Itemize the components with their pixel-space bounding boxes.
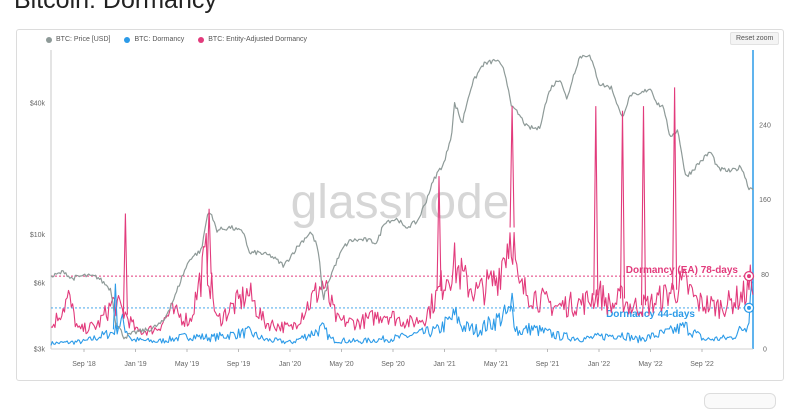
y-left-tick-label-3: $40k — [30, 101, 46, 108]
axis-ticks: Sep '18 Jan '19 May '19 Sep '19 Jan '20 May '… — [30, 101, 771, 368]
x-tick-label-9: Sep '21 — [536, 361, 560, 368]
y-right-tick-label-3: 240 — [759, 122, 771, 129]
legend-dot-price — [46, 36, 52, 43]
y-left-tick-label-2: $10k — [30, 232, 46, 239]
legend-dot-ea-dormancy — [198, 36, 205, 43]
spike-5 — [619, 110, 626, 299]
spike-4 — [593, 106, 599, 296]
chart-legend: BTC: Price [USD] BTC: Dormancy BTC: Enti… — [46, 36, 307, 43]
legend-item-dormancy[interactable]: BTC: Dormancy — [124, 36, 184, 43]
reset-zoom-button[interactable]: Reset zoom — [730, 32, 780, 45]
legend-item-price[interactable]: BTC: Price [USD] — [46, 36, 110, 43]
series-layer — [50, 54, 754, 346]
x-tick-label-6: Sep '20 — [381, 361, 405, 368]
watermark: glassnode — [291, 176, 510, 229]
x-tick-label-0: Sep '18 — [72, 361, 96, 368]
reference-label-1: Dormancy 44-days — [606, 309, 695, 320]
spike-8 — [112, 283, 118, 330]
y-left-tick-label-0: $3k — [34, 347, 46, 354]
y-right-tick-label-0: 0 — [763, 347, 767, 354]
legend-dot-dormancy — [124, 36, 131, 43]
x-tick-label-4: Jan '20 — [279, 361, 301, 368]
x-tick-label-2: May '19 — [175, 361, 199, 368]
page-title: Bitcoin: Dormancy — [14, 0, 217, 14]
spike-0 — [122, 213, 128, 315]
end-marker-dot-0 — [747, 274, 751, 279]
spike-7 — [672, 87, 678, 290]
spike-2 — [436, 176, 442, 292]
x-tick-label-8: May '21 — [484, 361, 508, 368]
legend-label-price: BTC: Price [USD] — [56, 36, 111, 43]
end-marker-dot-1 — [747, 305, 751, 310]
x-tick-label-5: May '20 — [329, 361, 353, 368]
legend-label-ea-dormancy: BTC: Entity-Adjusted Dormancy — [208, 36, 308, 43]
spike-6 — [640, 106, 647, 306]
end-markers — [743, 270, 755, 314]
legend-item-ea-dormancy[interactable]: BTC: Entity-Adjusted Dormancy — [198, 36, 307, 43]
series-line-0 — [50, 54, 754, 340]
chart-footer-tab — [704, 393, 776, 409]
y-left-tick-label-1: $6k — [34, 281, 46, 288]
y-right-tick-label-1: 80 — [761, 272, 769, 279]
x-tick-label-12: Sep '22 — [690, 361, 714, 368]
spike-9 — [509, 292, 515, 312]
x-tick-label-3: Sep '19 — [227, 361, 251, 368]
x-tick-label-7: Jan '21 — [433, 361, 455, 368]
reference-lines: Dormancy (EA) 78-days Dormancy 44-days — [51, 265, 753, 320]
reference-label-0: Dormancy (EA) 78-days — [626, 265, 739, 276]
spike-3 — [509, 106, 515, 228]
x-tick-label-1: Jan '19 — [124, 361, 146, 368]
y-right-tick-label-2: 160 — [759, 197, 771, 204]
spike-1 — [206, 208, 212, 274]
legend-label-dormancy: BTC: Dormancy — [134, 36, 185, 43]
x-tick-label-10: Jan '22 — [588, 361, 610, 368]
series-line-1 — [50, 281, 754, 346]
x-tick-label-11: May '22 — [638, 361, 662, 368]
series-line-2 — [50, 232, 754, 336]
